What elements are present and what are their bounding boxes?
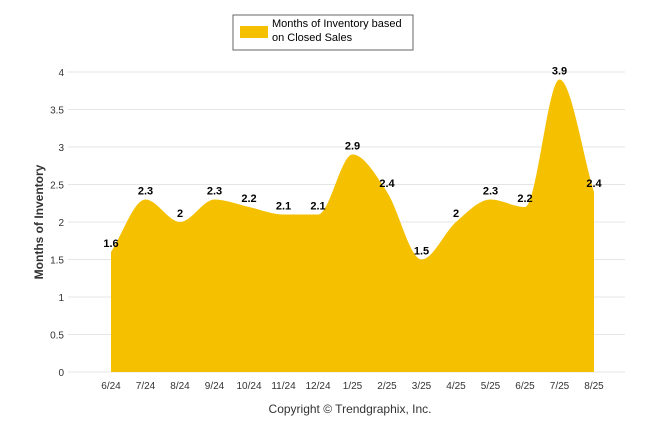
data-label: 2.3 — [138, 186, 153, 198]
x-axis-ticks: 6/24 7/24 8/24 9/24 10/24 11/24 12/24 1/25 2/25 3… — [101, 381, 604, 392]
x-tick-label: 7/24 — [136, 381, 156, 392]
data-label: 2.1 — [310, 201, 325, 213]
data-label: 2.4 — [379, 178, 395, 190]
data-label: 2.3 — [207, 186, 222, 198]
x-tick-label: 6/24 — [101, 381, 121, 392]
y-tick-label: 3 — [58, 143, 64, 154]
x-tick-label: 9/24 — [205, 381, 225, 392]
y-tick-label: 0.5 — [50, 331, 64, 342]
data-label: 2.2 — [517, 193, 532, 205]
data-label: 1.5 — [414, 246, 429, 258]
x-tick-label: 10/24 — [236, 381, 261, 392]
y-tick-label: 4 — [58, 68, 64, 79]
data-label: 2 — [177, 208, 183, 220]
data-label: 2.4 — [586, 178, 602, 190]
area-fill — [111, 79, 594, 372]
data-label: 2.3 — [483, 186, 498, 198]
y-tick-label: 0 — [58, 368, 64, 379]
x-tick-label: 1/25 — [343, 381, 363, 392]
data-label: 2.1 — [276, 201, 291, 213]
x-tick-label: 2/25 — [377, 381, 397, 392]
legend-label-line-1: Months of Inventory based — [272, 18, 402, 30]
data-label: 2.2 — [241, 193, 256, 205]
x-tick-label: 8/24 — [170, 381, 190, 392]
area-series — [111, 79, 594, 372]
copyright-text: Copyright © Trendgraphix, Inc. — [269, 402, 432, 416]
x-tick-label: 8/25 — [584, 381, 604, 392]
x-tick-label: 11/24 — [271, 381, 296, 392]
x-tick-label: 4/25 — [446, 381, 466, 392]
x-tick-label: 7/25 — [550, 381, 570, 392]
x-tick-label: 3/25 — [412, 381, 432, 392]
y-axis-ticks: 0 0.5 1 1.5 2 2.5 3 3.5 4 — [50, 68, 64, 379]
y-axis-title: Months of Inventory — [32, 164, 46, 279]
y-tick-label: 2.5 — [50, 181, 64, 192]
legend-label-line-2: on Closed Sales — [272, 32, 353, 44]
legend-swatch — [240, 26, 268, 38]
data-label: 2 — [453, 208, 459, 220]
y-tick-label: 2 — [58, 218, 64, 229]
data-label: 2.9 — [345, 141, 360, 153]
x-tick-label: 12/24 — [305, 381, 330, 392]
data-labels: 1.6 2.3 2 2.3 2.2 2.1 2.1 2.9 2.4 1.5 2 2.3 2.2 3.9 2.… — [103, 66, 602, 258]
y-tick-label: 1.5 — [50, 256, 64, 267]
y-tick-label: 1 — [58, 293, 64, 304]
data-label: 3.9 — [552, 66, 567, 78]
x-tick-label: 6/25 — [515, 381, 535, 392]
legend[interactable]: Months of Inventory based on Closed Sale… — [232, 14, 417, 54]
x-tick-label: 5/25 — [481, 381, 501, 392]
data-label: 1.6 — [103, 238, 118, 250]
y-tick-label: 3.5 — [50, 106, 64, 117]
